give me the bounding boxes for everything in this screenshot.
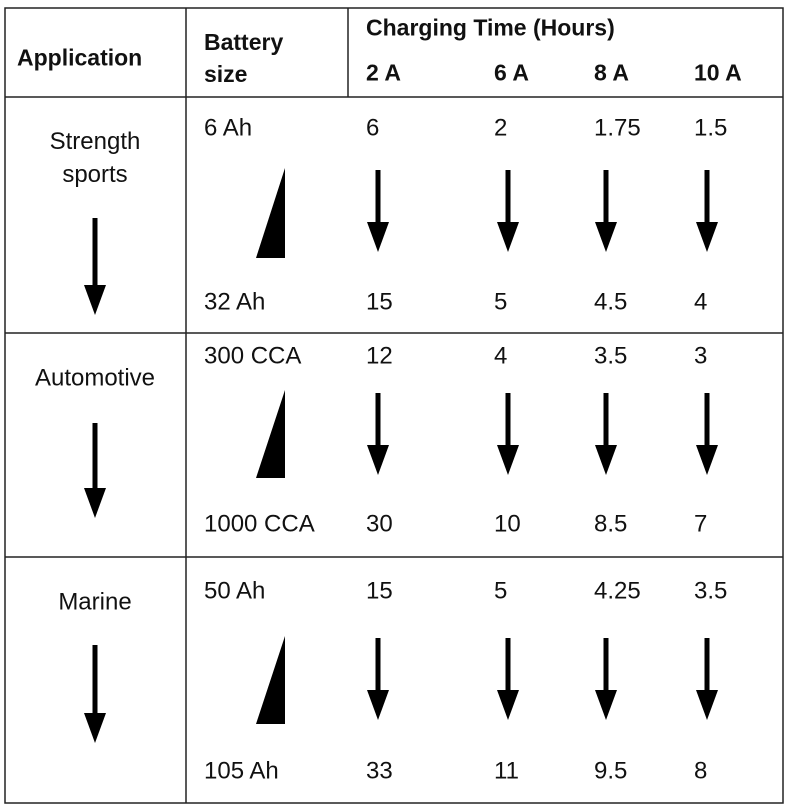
header-current: 8 A — [594, 59, 629, 86]
down-arrow-head — [84, 285, 106, 315]
charging-time-to: 4.5 — [594, 288, 628, 316]
down-arrow-head — [696, 222, 718, 252]
down-arrow-head — [497, 445, 519, 475]
size-wedge — [256, 168, 285, 258]
battery-size-to: 105 Ah — [204, 757, 279, 785]
charging-time-to: 33 — [366, 757, 393, 785]
battery-size-from: 50 Ah — [204, 577, 266, 605]
charging-time-from: 4 — [494, 342, 508, 370]
application-name: Strength sports — [49, 128, 141, 188]
down-arrow-head — [367, 445, 389, 475]
charging-time-from: 6 — [366, 114, 380, 142]
battery-size-to: 32 Ah — [204, 288, 266, 316]
battery-size-from: 300 CCA — [204, 342, 302, 370]
charging-time-to: 9.5 — [594, 757, 628, 785]
table-border — [4, 7, 784, 804]
down-arrow-head — [367, 690, 389, 720]
down-arrow-head — [696, 690, 718, 720]
charging-time-to: 11 — [494, 757, 519, 785]
charging-time-from: 15 — [366, 577, 393, 605]
down-arrow-head — [84, 488, 106, 518]
charging-time-to: 8.5 — [594, 510, 628, 538]
charging-time-from: 3.5 — [594, 342, 628, 370]
down-arrow-head — [497, 690, 519, 720]
charging-time-to: 15 — [366, 288, 393, 316]
charging-time-from: 4.25 — [594, 577, 641, 605]
charging-time-from: 2 — [494, 114, 508, 142]
charging-time-to: 5 — [494, 288, 508, 316]
down-arrow-head — [84, 713, 106, 743]
charging-time-to: 8 — [694, 757, 708, 785]
header-current: 6 A — [494, 59, 529, 86]
battery-size-to: 1000 CCA — [204, 510, 315, 538]
down-arrow-head — [595, 690, 617, 720]
charging-time-to: 10 — [494, 510, 521, 538]
application-name: Automotive — [34, 364, 156, 392]
charging-time-to: 4 — [694, 288, 708, 316]
header-battery-size: Battery size — [204, 29, 284, 87]
down-arrow-head — [497, 222, 519, 252]
charging-time-from: 5 — [494, 577, 508, 605]
size-wedge — [256, 636, 285, 724]
header-current: 10 A — [694, 59, 742, 86]
down-arrow-head — [367, 222, 389, 252]
charging-time-from: 1.75 — [594, 114, 641, 142]
charging-time-to: 30 — [366, 510, 393, 538]
size-wedge — [256, 390, 285, 478]
down-arrow-head — [595, 222, 617, 252]
charging-time-from: 3.5 — [694, 577, 728, 605]
header-charging-time: Charging Time (Hours) — [366, 14, 615, 41]
battery-size-from: 6 Ah — [204, 114, 253, 142]
application-name: Marine — [58, 588, 132, 616]
header-application: Application — [17, 44, 143, 71]
down-arrow-head — [595, 445, 617, 475]
charging-time-from: 3 — [694, 342, 708, 370]
charging-time-from: 1.5 — [694, 114, 728, 142]
charging-time-from: 12 — [366, 342, 393, 370]
charging-time-to: 7 — [694, 510, 708, 538]
header-current: 2 A — [366, 59, 401, 86]
down-arrow-head — [696, 445, 718, 475]
